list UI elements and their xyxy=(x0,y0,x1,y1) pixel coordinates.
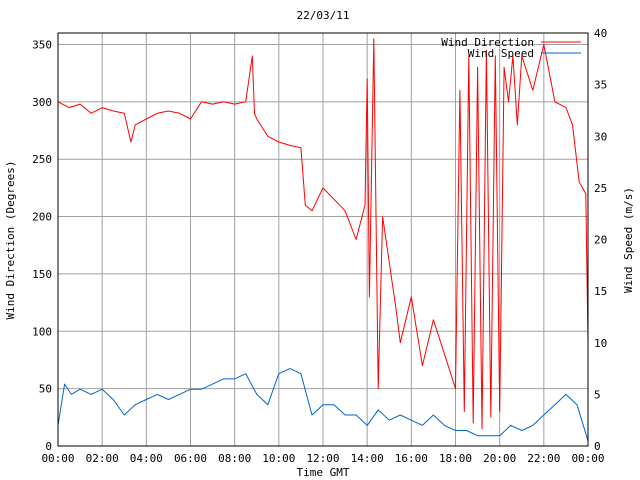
x-tick-label: 10:00 xyxy=(262,452,295,465)
x-axis-label: Time GMT xyxy=(297,466,350,479)
y-left-tick-label: 350 xyxy=(32,38,52,51)
x-tick-label: 22:00 xyxy=(527,452,560,465)
series-line-wind-direction xyxy=(57,38,589,430)
legend-label-wind-direction: Wind Direction xyxy=(441,36,534,49)
x-tick-label: 16:00 xyxy=(395,452,428,465)
y-right-tick-label: 30 xyxy=(594,130,607,143)
x-tick-label: 00:00 xyxy=(41,452,74,465)
y-left-tick-label: 50 xyxy=(39,383,52,396)
y-right-tick-label: 35 xyxy=(594,79,607,92)
plot-frame xyxy=(57,32,589,447)
y-left-tick-label: 300 xyxy=(32,96,52,109)
y-right-tick-label: 40 xyxy=(594,27,607,40)
y-right-tick-label: 15 xyxy=(594,285,607,298)
y-left-tick-label: 200 xyxy=(32,211,52,224)
series-line-wind-speed xyxy=(57,368,589,441)
y-right-tick-label: 0 xyxy=(594,440,601,453)
x-tick-label: 06:00 xyxy=(174,452,207,465)
y-right-tick-label: 20 xyxy=(594,234,607,247)
y-right-tick-label: 25 xyxy=(594,182,607,195)
y-axis-right-label: Wind Speed (m/s) xyxy=(622,187,635,293)
y-left-tick-label: 0 xyxy=(45,440,52,453)
y-left-tick-label: 150 xyxy=(32,268,52,281)
chart-title: 22/03/11 xyxy=(297,9,350,22)
y-axis-left-label: Wind Direction (Degrees) xyxy=(4,161,17,320)
y-right-tick-label: 5 xyxy=(594,388,601,401)
x-tick-label: 18:00 xyxy=(439,452,472,465)
x-tick-label: 08:00 xyxy=(218,452,251,465)
y-right-tick-label: 10 xyxy=(594,337,607,350)
x-tick-label: 12:00 xyxy=(306,452,339,465)
x-tick-label: 20:00 xyxy=(483,452,516,465)
ticks: 00:00 02:00 04:00 06:00 08:00 10:00 12:00 14:00… xyxy=(32,27,607,465)
series-layer xyxy=(57,38,589,441)
legend-label-wind-speed: Wind Speed xyxy=(468,47,534,60)
legend: Wind Direction Wind Speed xyxy=(441,36,581,60)
x-tick-label: 00:00 xyxy=(571,452,604,465)
y-left-tick-label: 250 xyxy=(32,153,52,166)
y-left-tick-label: 100 xyxy=(32,325,52,338)
x-tick-label: 04:00 xyxy=(130,452,163,465)
x-tick-label: 02:00 xyxy=(86,452,119,465)
x-tick-label: 14:00 xyxy=(351,452,384,465)
